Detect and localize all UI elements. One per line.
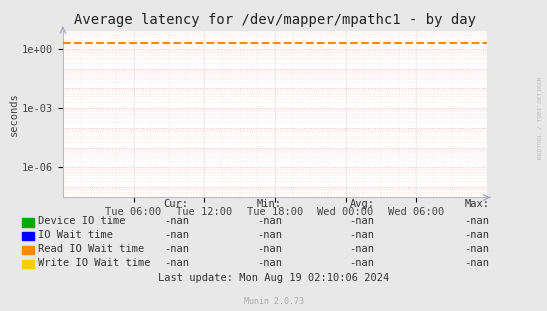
Title: Average latency for /dev/mapper/mpathc1 - by day: Average latency for /dev/mapper/mpathc1 …	[74, 13, 476, 27]
Text: -nan: -nan	[464, 230, 490, 240]
Text: -nan: -nan	[464, 258, 490, 268]
Text: -nan: -nan	[257, 258, 282, 268]
Y-axis label: seconds: seconds	[9, 92, 19, 136]
Text: Cur:: Cur:	[164, 199, 189, 209]
Text: -nan: -nan	[164, 216, 189, 226]
Text: IO Wait time: IO Wait time	[38, 230, 113, 240]
Text: -nan: -nan	[257, 244, 282, 254]
Text: -nan: -nan	[164, 230, 189, 240]
Text: -nan: -nan	[464, 216, 490, 226]
Text: Munin 2.0.73: Munin 2.0.73	[243, 297, 304, 306]
Text: -nan: -nan	[164, 258, 189, 268]
Text: -nan: -nan	[350, 230, 375, 240]
Text: Device IO time: Device IO time	[38, 216, 126, 226]
Text: Max:: Max:	[464, 199, 490, 209]
Text: -nan: -nan	[464, 244, 490, 254]
Text: Write IO Wait time: Write IO Wait time	[38, 258, 151, 268]
Text: -nan: -nan	[257, 230, 282, 240]
Text: Min:: Min:	[257, 199, 282, 209]
Text: RRDTOOL / TOBI OETIKER: RRDTOOL / TOBI OETIKER	[538, 77, 543, 160]
Text: -nan: -nan	[350, 258, 375, 268]
Text: Read IO Wait time: Read IO Wait time	[38, 244, 144, 254]
Text: -nan: -nan	[350, 244, 375, 254]
Text: Avg:: Avg:	[350, 199, 375, 209]
Text: -nan: -nan	[257, 216, 282, 226]
Text: -nan: -nan	[164, 244, 189, 254]
Text: -nan: -nan	[350, 216, 375, 226]
Text: Last update: Mon Aug 19 02:10:06 2024: Last update: Mon Aug 19 02:10:06 2024	[158, 273, 389, 283]
